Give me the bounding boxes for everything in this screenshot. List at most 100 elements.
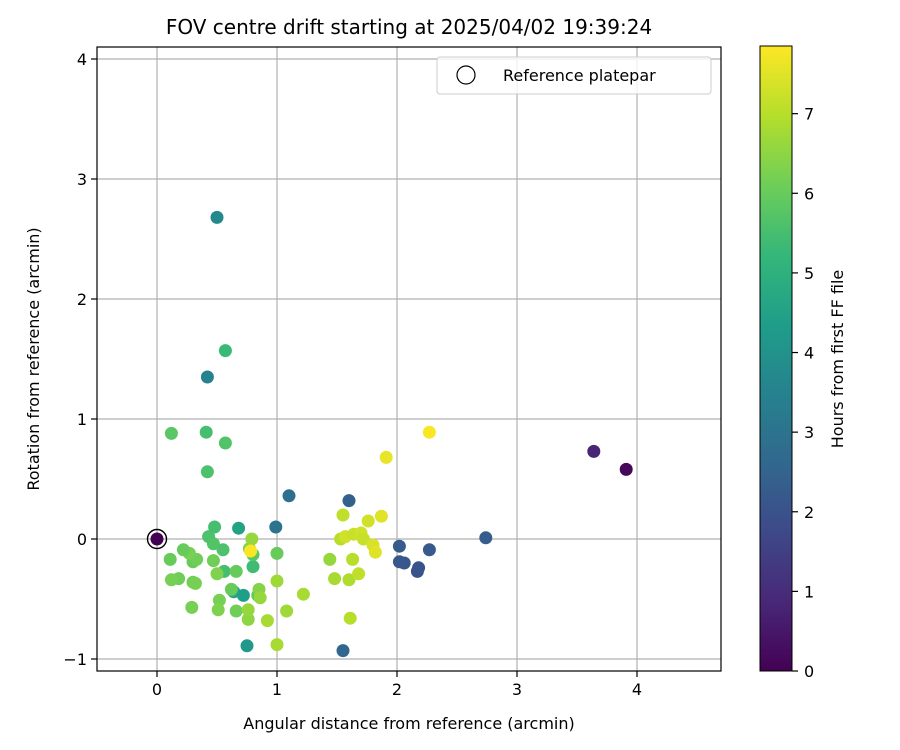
x-tick-label: 0 — [152, 680, 162, 699]
colorbar-tick-label: 0 — [804, 662, 814, 681]
x-tick-label: 3 — [512, 680, 522, 699]
data-point — [163, 552, 177, 566]
colorbar-tick-label: 1 — [804, 582, 814, 601]
data-point — [336, 644, 350, 658]
data-point — [356, 532, 370, 546]
data-point — [206, 554, 220, 568]
data-point — [246, 560, 260, 574]
data-point — [232, 521, 246, 535]
y-axis-ticks: −1 0 1 2 3 4 — [63, 50, 97, 669]
data-point — [236, 588, 250, 602]
data-point — [346, 552, 360, 566]
data-point — [208, 520, 222, 534]
data-point — [323, 552, 337, 566]
colorbar-frame — [759, 45, 793, 672]
colorbar-tick-label: 6 — [804, 184, 814, 203]
y-axis-label: Rotation from reference (arcmin) — [24, 227, 43, 490]
data-point — [185, 600, 199, 614]
data-point — [211, 603, 225, 617]
data-point — [336, 508, 350, 522]
data-point — [392, 539, 406, 553]
data-point — [164, 573, 178, 587]
data-point — [352, 567, 366, 581]
plot-frame — [96, 46, 722, 672]
data-point — [280, 604, 294, 618]
data-point — [270, 638, 284, 652]
data-point — [229, 604, 243, 618]
x-tick-label: 2 — [392, 680, 402, 699]
data-point — [216, 543, 230, 557]
data-point — [210, 567, 224, 581]
reference-platepar-marker — [146, 528, 168, 550]
data-point — [240, 639, 254, 653]
colorbar-tick-label: 3 — [804, 423, 814, 442]
data-point — [282, 489, 296, 503]
y-tick-label: −1 — [63, 650, 87, 669]
y-tick-label: 4 — [77, 50, 87, 69]
data-point — [164, 426, 178, 440]
data-point — [342, 573, 356, 587]
x-tick-label: 4 — [632, 680, 642, 699]
legend-reference-marker — [456, 65, 476, 85]
data-point — [241, 612, 255, 626]
data-point — [200, 370, 214, 384]
x-axis-label: Angular distance from reference (arcmin) — [243, 714, 574, 733]
legend-entry-reference-platepar: Reference platepar — [503, 66, 656, 85]
colorbar-tick-label: 5 — [804, 264, 814, 283]
data-point — [212, 593, 226, 607]
colorbar-label: Hours from first FF file — [828, 270, 847, 449]
y-tick-label: 0 — [77, 530, 87, 549]
data-point — [479, 531, 493, 545]
data-point — [253, 591, 267, 605]
data-point — [245, 532, 259, 546]
data-point — [176, 543, 190, 557]
data-point — [150, 532, 164, 546]
data-point — [379, 450, 393, 464]
data-point — [210, 210, 224, 224]
grid — [97, 47, 721, 671]
legend: Reference platepar — [436, 56, 712, 95]
data-point — [199, 425, 213, 439]
colorbar-tick-label: 2 — [804, 503, 814, 522]
data-point — [422, 543, 436, 557]
data-point — [361, 514, 375, 528]
scatter-points — [150, 210, 633, 658]
data-point — [269, 520, 283, 534]
data-point — [241, 603, 255, 617]
data-point — [206, 537, 220, 551]
data-point — [412, 561, 426, 575]
data-point — [270, 574, 284, 588]
colorbar: 0 1 2 3 4 5 6 7 Hours from first FF file — [759, 45, 847, 681]
data-point — [270, 546, 284, 560]
data-point — [218, 344, 232, 358]
data-point — [619, 462, 633, 476]
data-point — [374, 509, 388, 523]
colorbar-ticks: 0 1 2 3 4 5 6 7 — [792, 105, 814, 681]
data-point — [328, 572, 342, 586]
data-point — [587, 444, 601, 458]
reference-marker-layer — [146, 528, 168, 550]
data-point — [343, 611, 357, 625]
x-tick-label: 1 — [272, 680, 282, 699]
data-point — [200, 465, 214, 479]
data-point — [342, 494, 356, 508]
data-point — [224, 582, 238, 596]
data-point — [218, 436, 232, 450]
data-point — [229, 564, 243, 578]
y-tick-label: 3 — [77, 170, 87, 189]
colorbar-tick-label: 7 — [804, 105, 814, 124]
x-axis-ticks: 0 1 2 3 4 — [152, 671, 642, 699]
data-point — [422, 425, 436, 439]
colorbar-fill — [760, 46, 792, 671]
chart-title: FOV centre drift starting at 2025/04/02 … — [166, 15, 652, 39]
data-point — [296, 587, 310, 601]
legend-box — [436, 56, 712, 95]
y-tick-label: 2 — [77, 290, 87, 309]
data-point — [260, 614, 274, 628]
y-tick-label: 1 — [77, 410, 87, 429]
data-point — [188, 576, 202, 590]
data-point — [368, 545, 382, 559]
colorbar-tick-label: 4 — [804, 344, 814, 363]
data-point — [244, 544, 258, 558]
